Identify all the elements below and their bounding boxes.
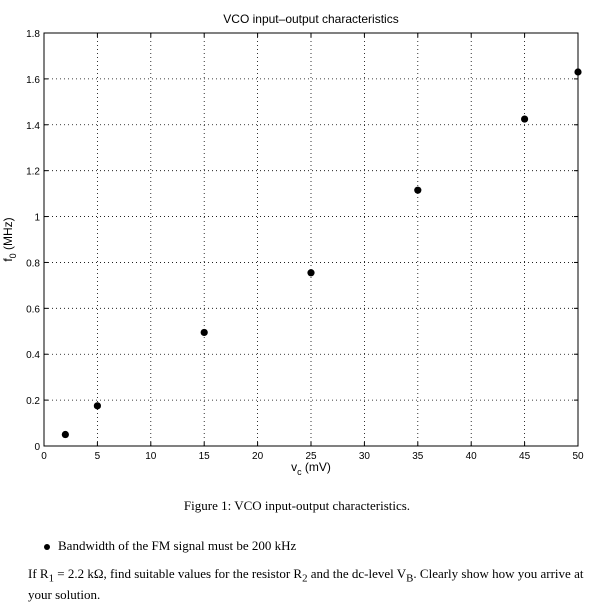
bullet-text: Bandwidth of the FM signal must be 200 k…: [58, 538, 297, 553]
x-axis-label-main: v: [291, 460, 297, 474]
y-axis-label: f0 (MHz): [1, 217, 18, 261]
question-sub3: B: [406, 572, 414, 585]
y-tick-label: 0.4: [26, 350, 40, 361]
y-tick-label: 0.2: [26, 396, 40, 407]
x-axis-label-sub: c: [297, 467, 302, 477]
y-axis-label-unit: (MHz): [1, 217, 15, 253]
x-tick-label: 25: [305, 451, 317, 462]
y-tick-label: 1.4: [26, 121, 40, 132]
x-axis-label-unit: (mV): [302, 460, 331, 474]
x-tick-label: 40: [466, 451, 478, 462]
question-part3: and the dc-level V: [307, 566, 407, 581]
plot-frame: [43, 32, 579, 447]
x-tick-label: 10: [145, 451, 157, 462]
y-axis-label-main: f: [1, 258, 15, 262]
y-tick-label: 0.6: [26, 304, 40, 315]
x-tick-label: 0: [41, 451, 47, 462]
x-tick-label: 15: [199, 451, 211, 462]
x-axis-label: vc (mV): [291, 460, 331, 477]
data-point: [61, 430, 69, 439]
ticks: 0 5 10 15 20 25 30 35 40 45 50 0 0.2 0.4 0.6 0.8 1 1.2 1.4…: [26, 29, 584, 462]
question-sub1: 1: [48, 572, 55, 585]
question-part1: If R: [28, 566, 49, 581]
data-point: [521, 115, 529, 123]
x-tick-label: 50: [572, 451, 584, 462]
chart: VCO input–output characteristics 0 5 10 15 2…: [1, 12, 584, 477]
x-tick-label: 35: [412, 451, 424, 462]
x-tick-label: 20: [252, 451, 264, 462]
y-axis-label-sub: 0: [8, 253, 18, 258]
y-tick-label: 1.2: [26, 167, 40, 178]
chart-title: VCO input–output characteristics: [223, 12, 398, 26]
bullet-item: Bandwidth of the FM signal must be 200 k…: [44, 538, 296, 554]
y-tick-label: 1: [34, 213, 40, 224]
data-point: [307, 269, 315, 277]
y-tick-label: 1.8: [26, 29, 40, 40]
question-part2: = 2.2 kΩ, find suitable values for the r…: [54, 566, 303, 581]
y-tick-label: 0: [34, 442, 40, 453]
data-point: [414, 186, 422, 194]
y-tick-label: 0.8: [26, 258, 40, 269]
question-part4: . Clearly show how you arrive at your so…: [28, 566, 584, 602]
figure-caption: Figure 1: VCO input-output characteristi…: [183, 498, 411, 513]
data-point: [574, 68, 582, 76]
grid: [44, 33, 578, 446]
data-point: [200, 328, 208, 337]
data-point: [93, 402, 101, 410]
question-text: If R1 = 2.2 kΩ, find suitable values for…: [28, 566, 588, 603]
x-tick-label: 45: [519, 451, 531, 462]
data-points: [61, 68, 582, 439]
bullet-dot-icon: [44, 544, 50, 551]
question-sub2: 2: [302, 572, 308, 585]
x-tick-label: 5: [95, 451, 101, 462]
y-tick-label: 1.6: [26, 75, 40, 86]
x-tick-label: 30: [359, 451, 371, 462]
